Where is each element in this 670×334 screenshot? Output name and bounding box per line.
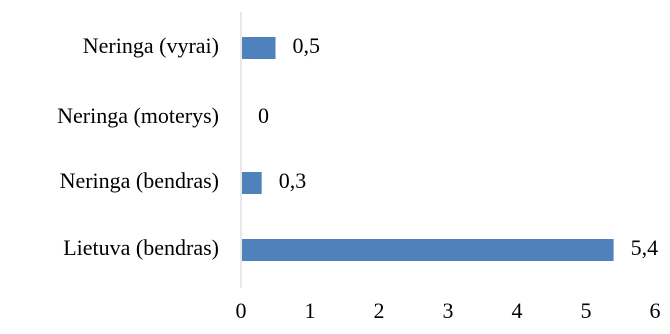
x-tick-label-6: 6 (650, 298, 661, 323)
data-labels: 0,5 0 0,3 5,4 (258, 33, 658, 260)
category-label-1: Neringa (moterys) (57, 103, 219, 128)
x-tick-label-5: 5 (581, 298, 592, 323)
category-label-0: Neringa (vyrai) (83, 33, 219, 58)
category-label-2: Neringa (bendras) (60, 168, 219, 193)
x-tick-label-3: 3 (443, 298, 454, 323)
bar-3 (242, 239, 614, 261)
x-tick-label-4: 4 (512, 298, 523, 323)
x-tick-label-2: 2 (374, 298, 385, 323)
bar-2 (242, 172, 262, 194)
bar-0 (242, 37, 276, 59)
data-label-0: 0,5 (293, 33, 321, 58)
data-label-2: 0,3 (279, 168, 307, 193)
data-label-3: 5,4 (631, 235, 659, 260)
x-tick-label-0: 0 (236, 298, 247, 323)
bars-layer (242, 37, 614, 261)
data-label-1: 0 (258, 103, 269, 128)
category-label-3: Lietuva (bendras) (63, 235, 219, 260)
category-labels: Neringa (vyrai) Neringa (moterys) Neringa … (57, 33, 219, 260)
x-tick-label-1: 1 (305, 298, 316, 323)
x-tick-labels: 0 1 2 3 4 5 6 (236, 298, 661, 323)
